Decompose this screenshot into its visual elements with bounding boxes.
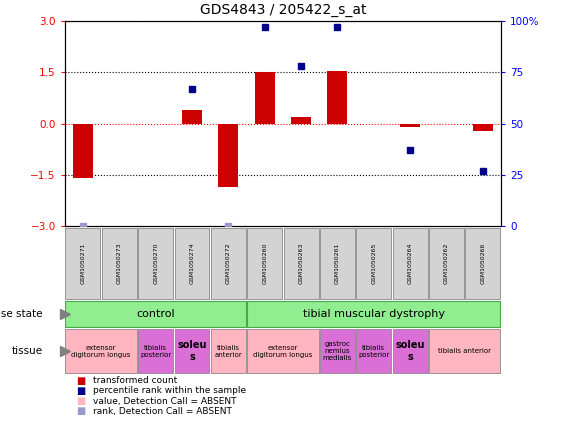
Title: GDS4843 / 205422_s_at: GDS4843 / 205422_s_at [200,3,366,17]
Text: rank, Detection Call = ABSENT: rank, Detection Call = ABSENT [93,407,232,416]
Bar [102,228,137,299]
Text: value, Detection Call = ABSENT: value, Detection Call = ABSENT [93,396,236,406]
Text: ■: ■ [76,386,85,396]
Bar [65,301,246,327]
Text: GSM1050264: GSM1050264 [408,242,413,284]
Text: soleu
s: soleu s [395,340,425,362]
Text: GSM1050261: GSM1050261 [335,243,340,284]
Bar [247,228,282,299]
Text: tibialis anterior: tibialis anterior [438,348,491,354]
Bar [65,228,100,299]
Text: transformed count: transformed count [93,376,177,385]
Bar [73,124,93,179]
Text: GSM1050274: GSM1050274 [190,242,194,284]
Text: GSM1050271: GSM1050271 [81,242,86,284]
Text: control: control [136,309,175,319]
Text: extensor
digitorum longus: extensor digitorum longus [253,345,312,357]
Bar [356,228,391,299]
Text: GSM1050262: GSM1050262 [444,242,449,284]
Bar [356,329,391,374]
Bar [138,329,173,374]
Bar [138,228,173,299]
Bar [291,117,311,124]
Bar [393,329,428,374]
Bar [473,124,493,131]
Text: GSM1050260: GSM1050260 [262,243,267,284]
Text: tibial muscular dystrophy: tibial muscular dystrophy [303,309,445,319]
Text: disease state: disease state [0,309,43,319]
Text: ■: ■ [76,376,85,386]
Bar [175,329,209,374]
Bar [320,329,355,374]
Text: GSM1050263: GSM1050263 [298,242,303,284]
Bar [254,72,275,124]
Text: percentile rank within the sample: percentile rank within the sample [93,386,246,396]
Bar [247,301,501,327]
Bar [284,228,319,299]
Bar [65,329,137,374]
Bar [175,228,209,299]
Text: ■: ■ [76,406,85,416]
Bar [393,228,428,299]
Bar [211,228,246,299]
Text: tibialis
posterior: tibialis posterior [358,345,390,357]
Text: tissue: tissue [12,346,43,356]
Bar [328,71,347,124]
Text: tibialis
posterior: tibialis posterior [140,345,171,357]
Bar [400,124,420,127]
Bar [182,110,202,124]
Bar [429,228,464,299]
Text: GSM1050266: GSM1050266 [480,243,485,284]
Text: extensor
digitorum longus: extensor digitorum longus [72,345,131,357]
Bar [211,329,246,374]
Text: tibialis
anterior: tibialis anterior [215,345,242,357]
Bar [218,124,238,187]
Text: GSM1050270: GSM1050270 [153,242,158,284]
Text: ■: ■ [76,396,85,406]
Bar [466,228,501,299]
Text: GSM1050272: GSM1050272 [226,242,231,284]
Text: GSM1050273: GSM1050273 [117,242,122,284]
Text: gastroc
nemius
medialis: gastroc nemius medialis [323,341,352,361]
Text: GSM1050265: GSM1050265 [372,243,376,284]
Bar [320,228,355,299]
Text: soleu
s: soleu s [177,340,207,362]
Bar [247,329,319,374]
Bar [429,329,501,374]
